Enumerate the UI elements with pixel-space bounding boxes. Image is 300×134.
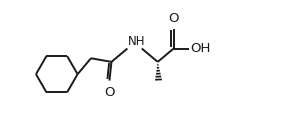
Text: NH: NH bbox=[128, 35, 145, 48]
Text: OH: OH bbox=[190, 42, 210, 55]
Text: O: O bbox=[168, 12, 179, 25]
Text: O: O bbox=[104, 86, 115, 99]
